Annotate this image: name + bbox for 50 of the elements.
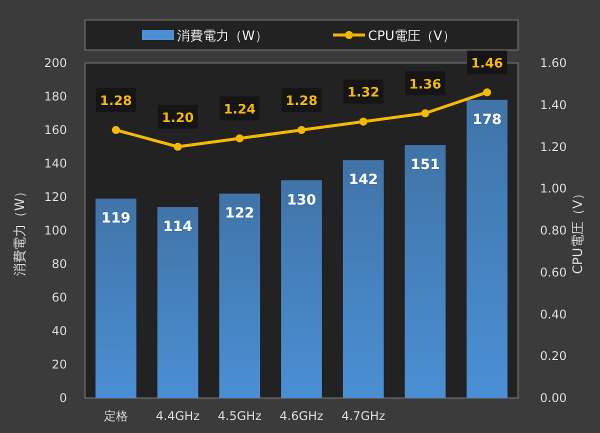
- y-tick-label: 80: [52, 257, 67, 271]
- y-tick-label: 160: [44, 123, 67, 137]
- y-tick-label: 180: [44, 90, 67, 104]
- data-label: 142: [348, 172, 378, 188]
- point: [359, 118, 368, 126]
- data-label: 178: [472, 112, 502, 128]
- y-tick-label: 0: [59, 391, 67, 405]
- y2-tick-label: 0.00: [540, 391, 567, 405]
- point: [112, 126, 120, 134]
- x-tick-label: 定格: [104, 409, 128, 423]
- y2-tick-label: 1.40: [540, 98, 567, 112]
- data-label: 1.32: [347, 86, 380, 101]
- data-label: 122: [225, 206, 254, 222]
- legend-label: 消費電力（W）: [177, 29, 268, 44]
- data-label: 1.20: [162, 110, 194, 126]
- y2-tick-label: 0.80: [540, 224, 567, 238]
- data-label: 130: [286, 192, 316, 208]
- y2-tick-label: 1.20: [540, 140, 567, 154]
- y2-tick-label: 0.60: [540, 265, 567, 280]
- y-tick-label: 100: [44, 224, 67, 238]
- y-tick-label: 120: [44, 190, 67, 204]
- y-tick-label: 60: [52, 290, 67, 304]
- x-tick-label: 4.4GHz: [156, 409, 200, 423]
- legend-label: CPU電圧（V）: [368, 29, 456, 44]
- data-label: 1.28: [100, 94, 132, 109]
- y2-tick-label: 1.00: [540, 182, 567, 196]
- point: [174, 142, 182, 151]
- point: [236, 134, 244, 142]
- x-tick-label: 4.6GHz: [280, 409, 324, 423]
- point: [421, 109, 430, 118]
- point: [298, 126, 306, 134]
- data-label: 1.24: [224, 102, 256, 118]
- y-axis-title: 消費電力（W）: [13, 185, 28, 276]
- data-label: 119: [101, 210, 131, 227]
- y2-axis-title: CPU電圧（V）: [571, 186, 586, 274]
- data-label: 1.36: [409, 77, 442, 92]
- y2-tick-label: 1.60: [540, 56, 567, 70]
- y2-tick-label: 0.20: [540, 349, 567, 364]
- data-label: 151: [410, 157, 440, 174]
- x-tick-label: 4.7GHz: [342, 409, 386, 423]
- y2-tick-label: 0.40: [540, 307, 567, 322]
- data-label: 1.28: [285, 94, 318, 109]
- x-tick-label: 4.5GHz: [218, 409, 262, 423]
- data-label: 1.46: [471, 56, 504, 72]
- y-tick-label: 40: [52, 324, 67, 338]
- data-label: 114: [163, 219, 193, 236]
- point: [483, 88, 492, 96]
- y-tick-label: 140: [44, 156, 67, 170]
- y-tick-label: 20: [52, 358, 67, 372]
- y-tick-label: 200: [44, 56, 67, 70]
